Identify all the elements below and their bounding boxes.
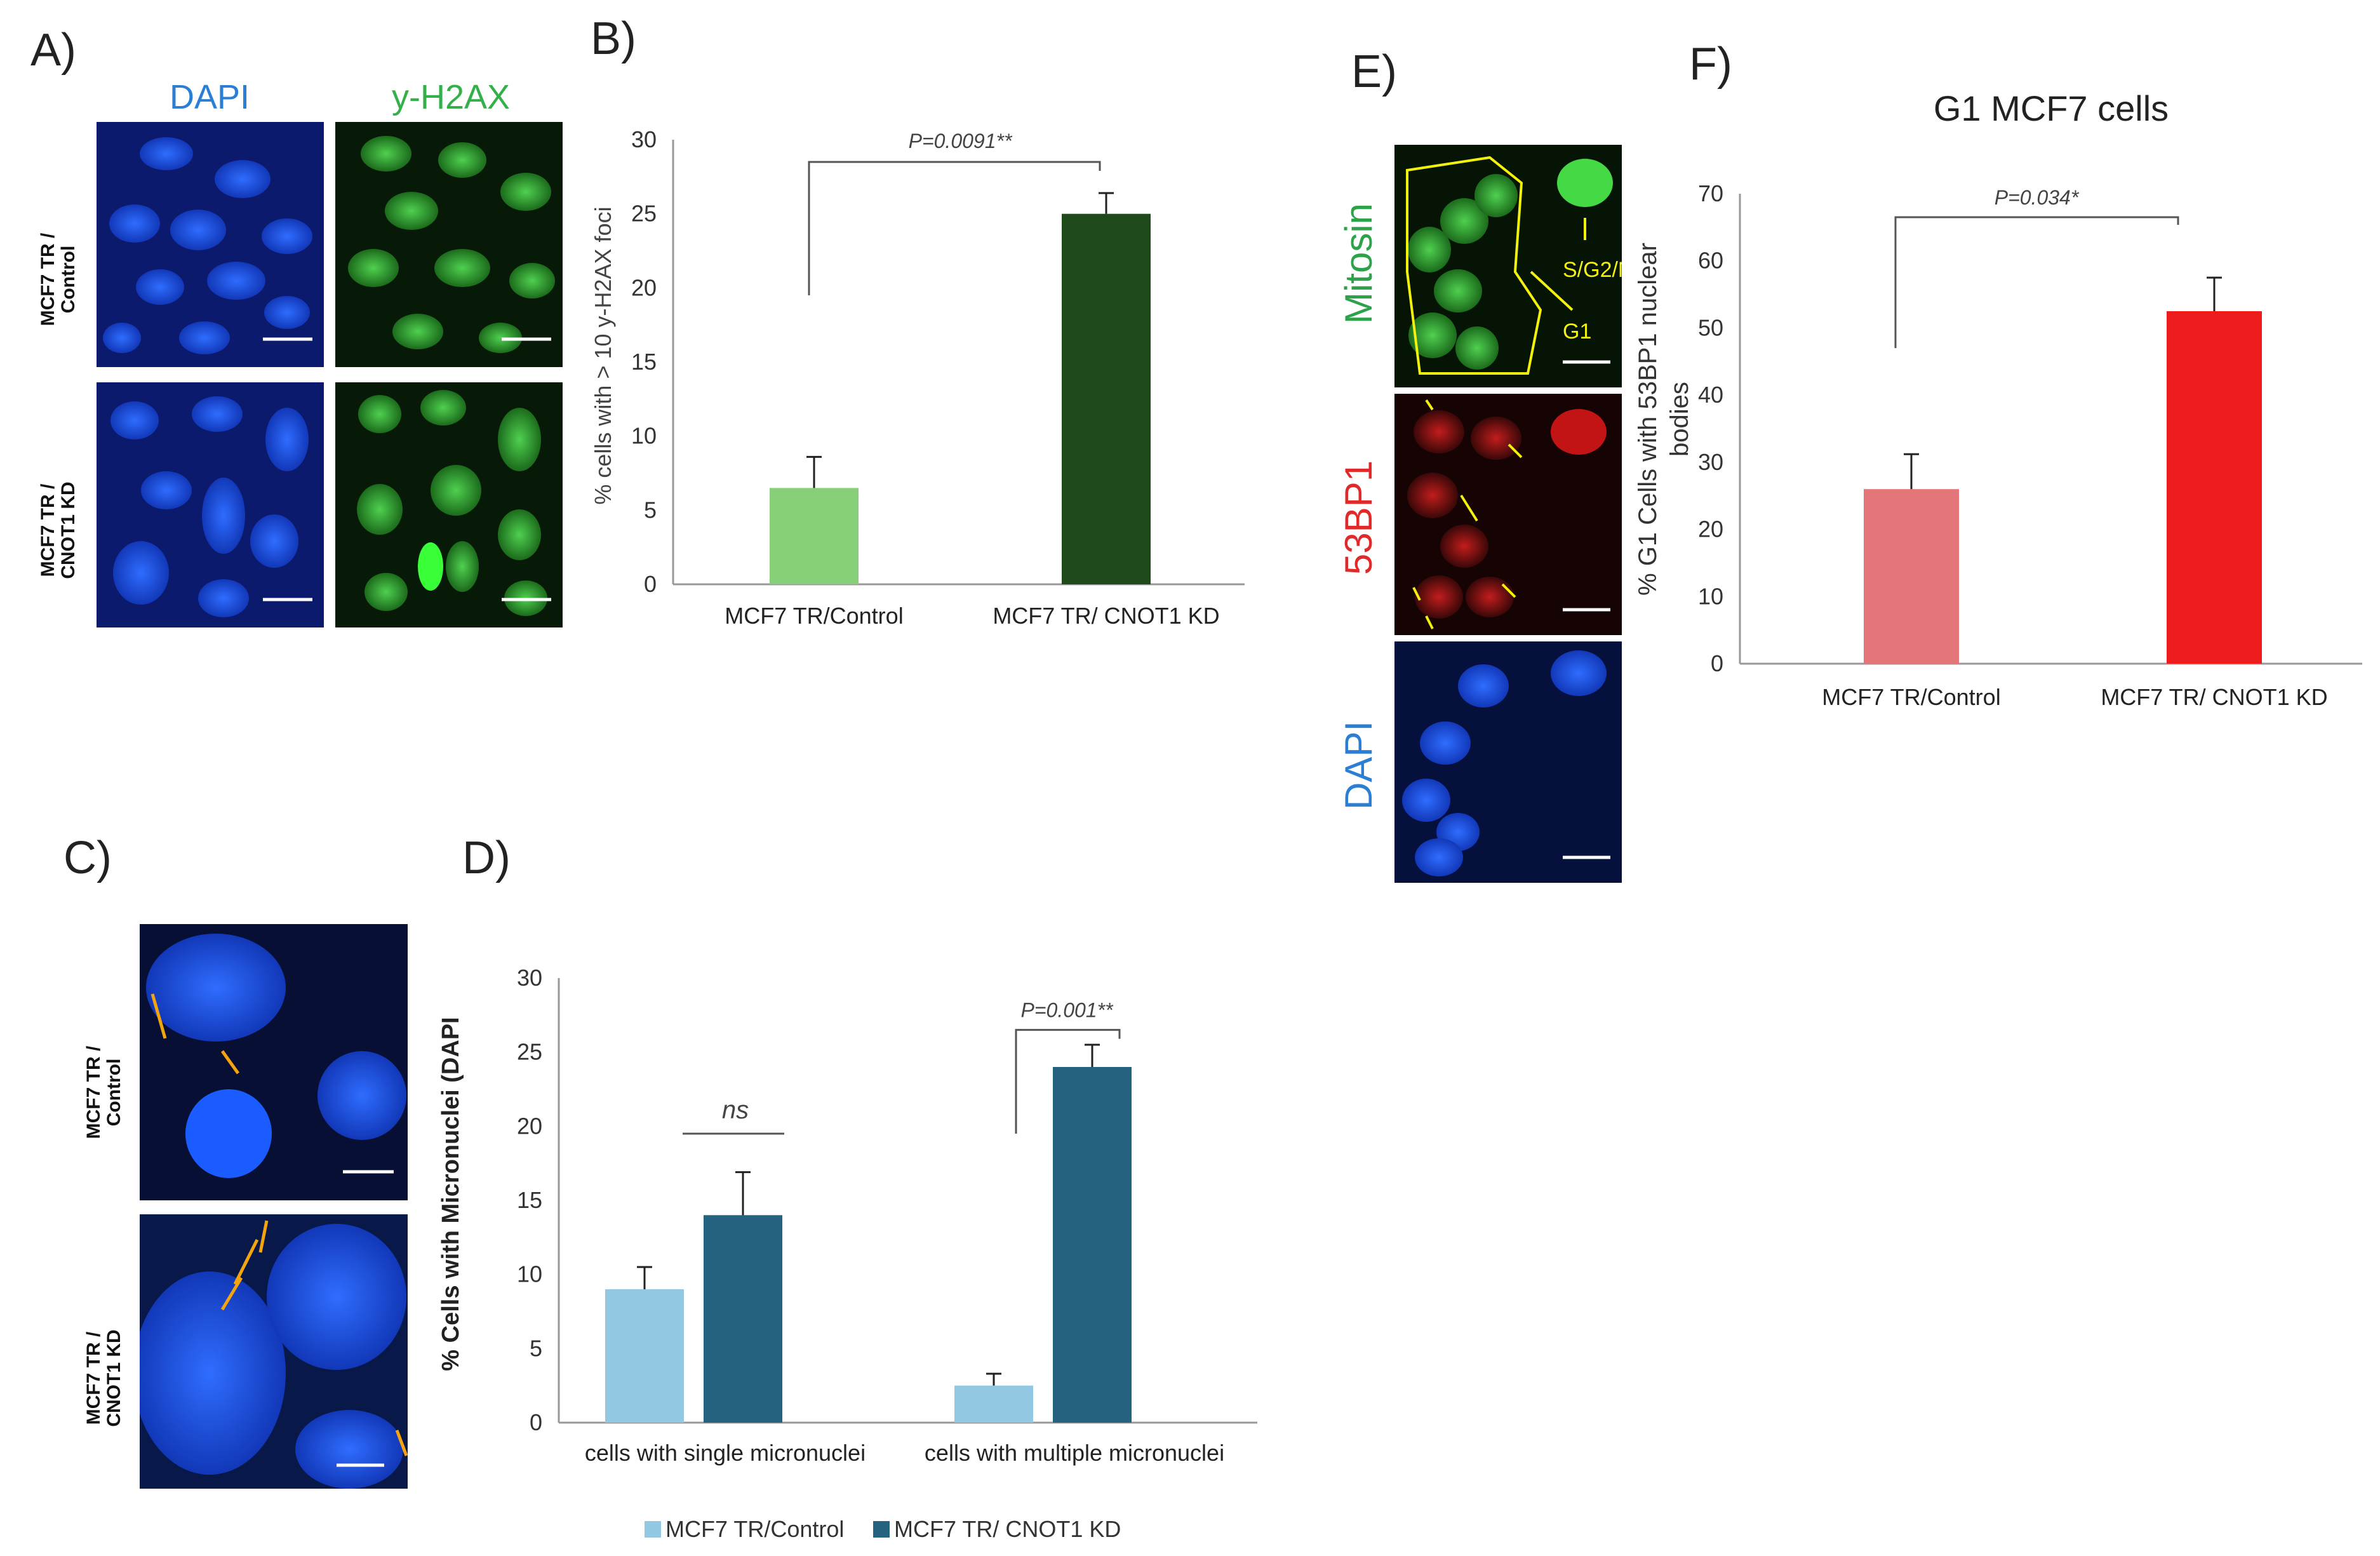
f-title: G1 MCF7 cells: [1934, 88, 2169, 128]
panel-a-h2ax-control-image: [335, 122, 563, 367]
d-y-tick-4: 20: [517, 1113, 542, 1139]
d-y-tick-2: 10: [517, 1261, 542, 1287]
f-y-tick-0: 0: [1711, 650, 1723, 676]
panel-e-mitosin-image: S/G2/M G1: [1394, 145, 1622, 387]
b-category-label-1: MCF7 TR/ CNOT1 KD: [993, 603, 1219, 629]
d-legend-label-kd: MCF7 TR/ CNOT1 KD: [894, 1516, 1121, 1542]
f-y-tick-1: 10: [1698, 583, 1723, 609]
panel-a-dapi-kd-image: [97, 382, 324, 627]
panel-a-row-kd-label: MCF7 TR / CNOT1 KD: [37, 481, 79, 579]
f-y-tick-6: 60: [1698, 248, 1723, 274]
panel-e-dapi-image: [1394, 641, 1622, 883]
f-category-label-0: MCF7 TR/Control: [1822, 684, 2000, 710]
b-y-tick-0: 0: [644, 571, 657, 597]
d-p-bracket: [1015, 1029, 1121, 1134]
panel-e-53bp1-image: [1394, 394, 1622, 635]
panel-e-sg2m-annotation: S/G2/M: [1563, 258, 1622, 282]
f-bar-0: [1864, 489, 1959, 664]
d-bar-s0-c1-error-bar: [986, 1372, 1001, 1386]
d-bar-s0-c0-error-bar: [637, 1266, 652, 1289]
panel-a-dapi-header: DAPI: [169, 78, 250, 116]
f-y-tick-3: 30: [1698, 449, 1723, 475]
b-category-label-0: MCF7 TR/Control: [725, 603, 903, 629]
b-significance-bracket: [808, 161, 1101, 295]
f-y-tick-4: 40: [1698, 382, 1723, 408]
panel-a-letter: A): [30, 25, 76, 76]
panel-e-mitosin-label: Mitosin: [1337, 203, 1380, 325]
d-bar-s1-c0-error-bar: [735, 1171, 751, 1216]
b-y-tick-6: 30: [631, 126, 657, 152]
h2ax-nuclei: [348, 136, 555, 353]
f-bar-1: [2167, 311, 2262, 664]
b-y-tick-3: 15: [631, 349, 657, 375]
f-significance-bracket: [1894, 216, 2179, 349]
panel-e-dapi-label: DAPI: [1337, 720, 1380, 810]
b-bar-0: [770, 488, 859, 584]
b-ylabel: % cells with > 10 y-H2AX foci: [590, 206, 616, 504]
panel-c-control-image: [140, 924, 408, 1200]
panel-b-letter: B): [591, 13, 636, 64]
d-p-value: P=0.001**: [1020, 999, 1114, 1022]
panel-a-h2ax-kd-image: [335, 382, 563, 627]
d-y-tick-6: 30: [517, 965, 542, 991]
f-ylabel-line2: bodies: [1666, 382, 1694, 457]
b-bar-1: [1062, 213, 1151, 584]
d-bar-s1-c0: [704, 1215, 782, 1423]
f-category-label-1: MCF7 TR/ CNOT1 KD: [2101, 684, 2327, 710]
panel-e-letter: E): [1351, 46, 1397, 97]
d-bar-s1-c1: [1053, 1067, 1132, 1423]
panel-d-letter: D): [462, 833, 511, 883]
panel-c-kd-image: [140, 1214, 408, 1489]
panel-b-chart: % cells with > 10 y-H2AX foci 0 5 10 15 20 25…: [590, 126, 1245, 629]
d-ylabel: % Cells with Micronuclei (DAPI: [438, 1017, 464, 1371]
d-legend-swatch-control: [645, 1521, 661, 1538]
d-legend-swatch-kd: [873, 1521, 890, 1538]
b-bar-1-error-bar: [1099, 192, 1114, 214]
f-y-tick-5: 50: [1698, 314, 1723, 340]
b-y-tick-2: 10: [631, 423, 657, 449]
panel-c-row-control-label: MCF7 TR / Control: [83, 1045, 124, 1139]
d-bar-s1-c1-error-bar: [1085, 1043, 1100, 1067]
f-ylabel-line1: % G1 Cells with 53BP1 nuclear: [1634, 243, 1662, 596]
f-y-tick-7: 70: [1698, 180, 1723, 206]
f-y-tick-2: 20: [1698, 516, 1723, 542]
d-legend-label-control: MCF7 TR/Control: [665, 1516, 844, 1542]
d-bar-s0-c1: [954, 1385, 1033, 1423]
panel-f-letter: F): [1689, 39, 1732, 90]
d-bar-s0-c0: [605, 1289, 684, 1423]
f-bar-1-error-bar: [2207, 276, 2222, 311]
d-ns-annotation: ns: [722, 1096, 749, 1124]
panel-c-row-kd-label: MCF7 TR / CNOT1 KD: [83, 1329, 124, 1427]
panel-f-chart: G1 MCF7 cells % G1 Cells with 53BP1 nucl…: [1634, 88, 2362, 710]
dapi-nuclei: [103, 137, 312, 354]
d-category-label-1: cells with multiple micronuclei: [925, 1440, 1224, 1466]
b-y-tick-4: 20: [631, 274, 657, 300]
panel-a-row-control-label: MCF7 TR / Control: [37, 232, 79, 326]
d-y-tick-3: 15: [517, 1187, 542, 1213]
panel-c-letter: C): [64, 833, 112, 883]
b-bar-0-error-bar: [806, 455, 822, 488]
f-p-value: P=0.034*: [1995, 186, 2080, 209]
b-p-value: P=0.0091**: [909, 130, 1013, 152]
panel-a-dapi-control-image: [97, 122, 324, 367]
f-bar-0-error-bar: [1904, 453, 1919, 490]
panel-a-h2ax-header: y-H2AX: [391, 78, 511, 116]
panel-e-53bp1-label: 53BP1: [1337, 460, 1380, 575]
panel-e-g1-annotation: G1: [1563, 319, 1591, 344]
b-y-tick-5: 25: [631, 201, 657, 227]
d-y-tick-0: 0: [530, 1409, 542, 1435]
b-y-tick-1: 5: [644, 497, 657, 523]
d-y-tick-5: 25: [517, 1039, 542, 1065]
d-y-tick-1: 5: [530, 1335, 542, 1361]
d-category-label-0: cells with single micronuclei: [585, 1440, 866, 1466]
panel-d-chart: % Cells with Micronuclei (DAPI 0 5 10 15 20 2…: [438, 965, 1257, 1542]
